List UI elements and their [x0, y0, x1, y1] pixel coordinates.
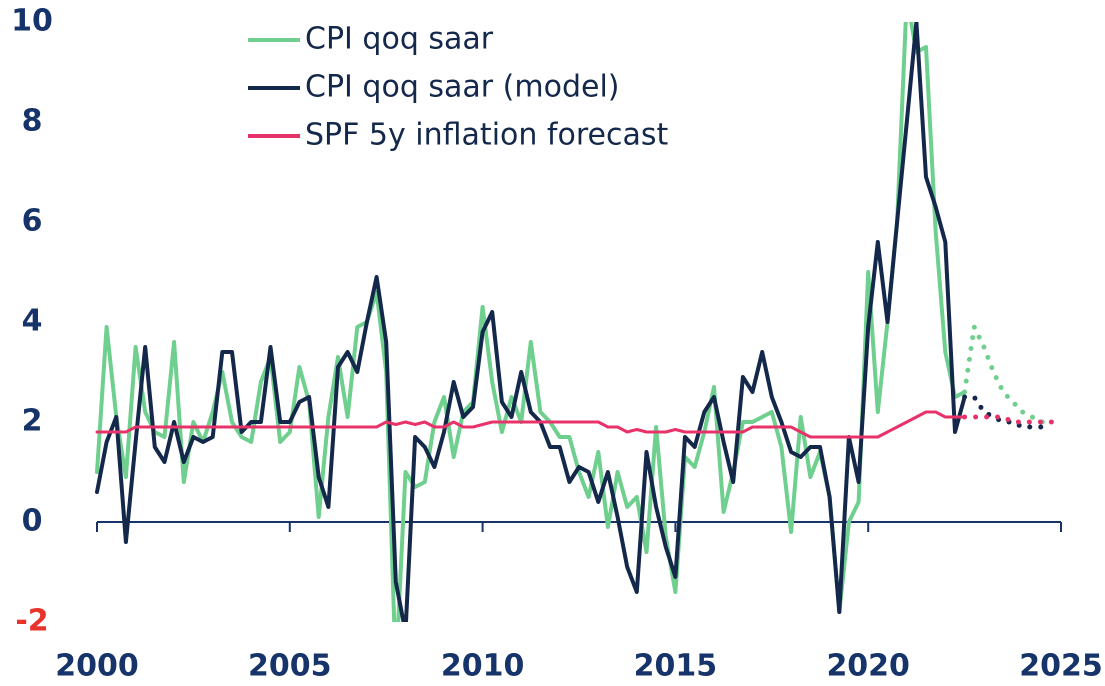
y-tick-label: 8: [22, 104, 43, 139]
y-tick-label: 2: [22, 404, 43, 439]
legend-label: CPI qoq saar (model): [305, 70, 620, 105]
legend-label: SPF 5y inflation forecast: [305, 118, 668, 153]
forecast-line: [962, 414, 1054, 425]
x-tick-label: 2020: [826, 649, 910, 684]
axes: 2000 2005 2010 2015 2020 2025 -2 0 2 4 6 8 10: [11, 4, 1103, 684]
y-tick-label: 10: [11, 4, 53, 39]
y-tick-label: 6: [22, 204, 43, 239]
legend: CPI qoq saar CPI qoq saar (model) SPF 5y i…: [248, 22, 668, 153]
series-line: [95, 22, 967, 622]
x-tick-label: 2010: [441, 649, 525, 684]
plot-area: [95, 22, 1054, 622]
forecast-line: [962, 324, 1054, 425]
x-tick-label: 2005: [248, 649, 332, 684]
forecast-line: [962, 394, 1054, 432]
x-tick-label: 2000: [55, 649, 139, 684]
x-tick-label: 2015: [634, 649, 718, 684]
legend-label: CPI qoq saar: [305, 22, 494, 57]
x-tick-label: 2025: [1019, 649, 1103, 684]
y-tick-label: 0: [22, 504, 43, 539]
y-tick-label: 4: [22, 304, 43, 339]
y-tick-label: -2: [15, 604, 48, 639]
series-line: [95, 410, 967, 439]
